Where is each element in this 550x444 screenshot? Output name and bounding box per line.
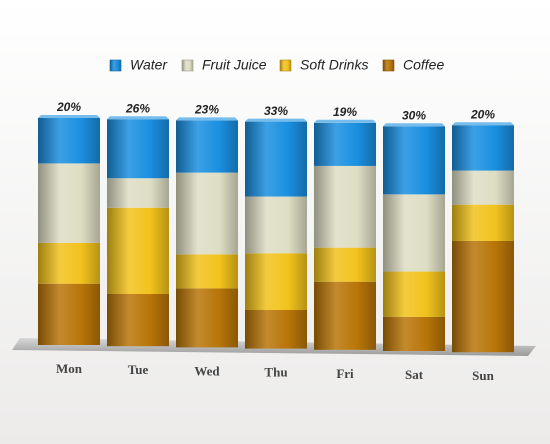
x-tick-label: Mon — [56, 361, 83, 376]
bar-segment — [245, 253, 307, 311]
value-label: 33% — [264, 104, 288, 118]
bar-segment — [452, 125, 514, 171]
bar-segment — [245, 196, 307, 254]
bar-segment — [314, 122, 376, 166]
bar-segment — [383, 271, 445, 317]
bar-segment — [245, 310, 307, 349]
bar-segment — [176, 172, 238, 255]
bar-cap — [452, 122, 514, 126]
bar-cap — [107, 116, 169, 120]
bar-segment — [38, 242, 100, 284]
bar-segment — [38, 283, 100, 345]
bar-segment — [314, 281, 376, 350]
x-tick-label: Sun — [472, 368, 494, 383]
legend-swatch — [181, 59, 194, 72]
bar-segment — [107, 178, 169, 208]
bar-segment — [107, 119, 169, 179]
bar-segment — [383, 126, 445, 195]
value-label: 26% — [125, 101, 150, 115]
bar-cap — [176, 117, 238, 121]
legend-label: Coffee — [403, 57, 444, 73]
x-tick-label: Tue — [128, 362, 149, 377]
bar-segment — [38, 163, 100, 243]
legend-swatch — [382, 59, 395, 72]
bar-segment — [383, 316, 445, 351]
bar-cap — [245, 118, 307, 122]
bar-segment — [176, 288, 238, 348]
x-tick-label: Wed — [194, 363, 220, 378]
bar-cap — [383, 123, 445, 127]
value-label: 23% — [194, 103, 219, 117]
bar-segment — [176, 254, 238, 289]
bar-segment — [452, 240, 514, 353]
x-tick-label: Thu — [264, 365, 287, 380]
x-tick-label: Sat — [405, 367, 424, 382]
legend-label: Fruit Juice — [202, 57, 267, 73]
bar-segment — [245, 121, 307, 197]
bar-segment — [107, 207, 169, 294]
bar-segment — [107, 293, 169, 347]
bar-segment — [38, 118, 100, 164]
value-label: 19% — [333, 105, 357, 119]
legend-label: Soft Drinks — [300, 57, 368, 73]
bar-segment — [452, 170, 514, 205]
value-label: 20% — [470, 107, 495, 121]
bar-segment — [314, 247, 376, 282]
value-label: 30% — [402, 108, 426, 122]
legend-swatch — [279, 59, 292, 72]
legend-swatch — [109, 59, 122, 72]
bar-segment — [314, 165, 376, 248]
bar-cap — [38, 115, 100, 118]
value-label: 20% — [56, 100, 81, 114]
bar-segment — [383, 194, 445, 272]
legend-label: Water — [130, 57, 168, 73]
bar-segment — [452, 204, 514, 241]
bar-cap — [314, 119, 376, 123]
bar-segment — [176, 120, 238, 173]
x-tick-label: Fri — [336, 366, 354, 381]
